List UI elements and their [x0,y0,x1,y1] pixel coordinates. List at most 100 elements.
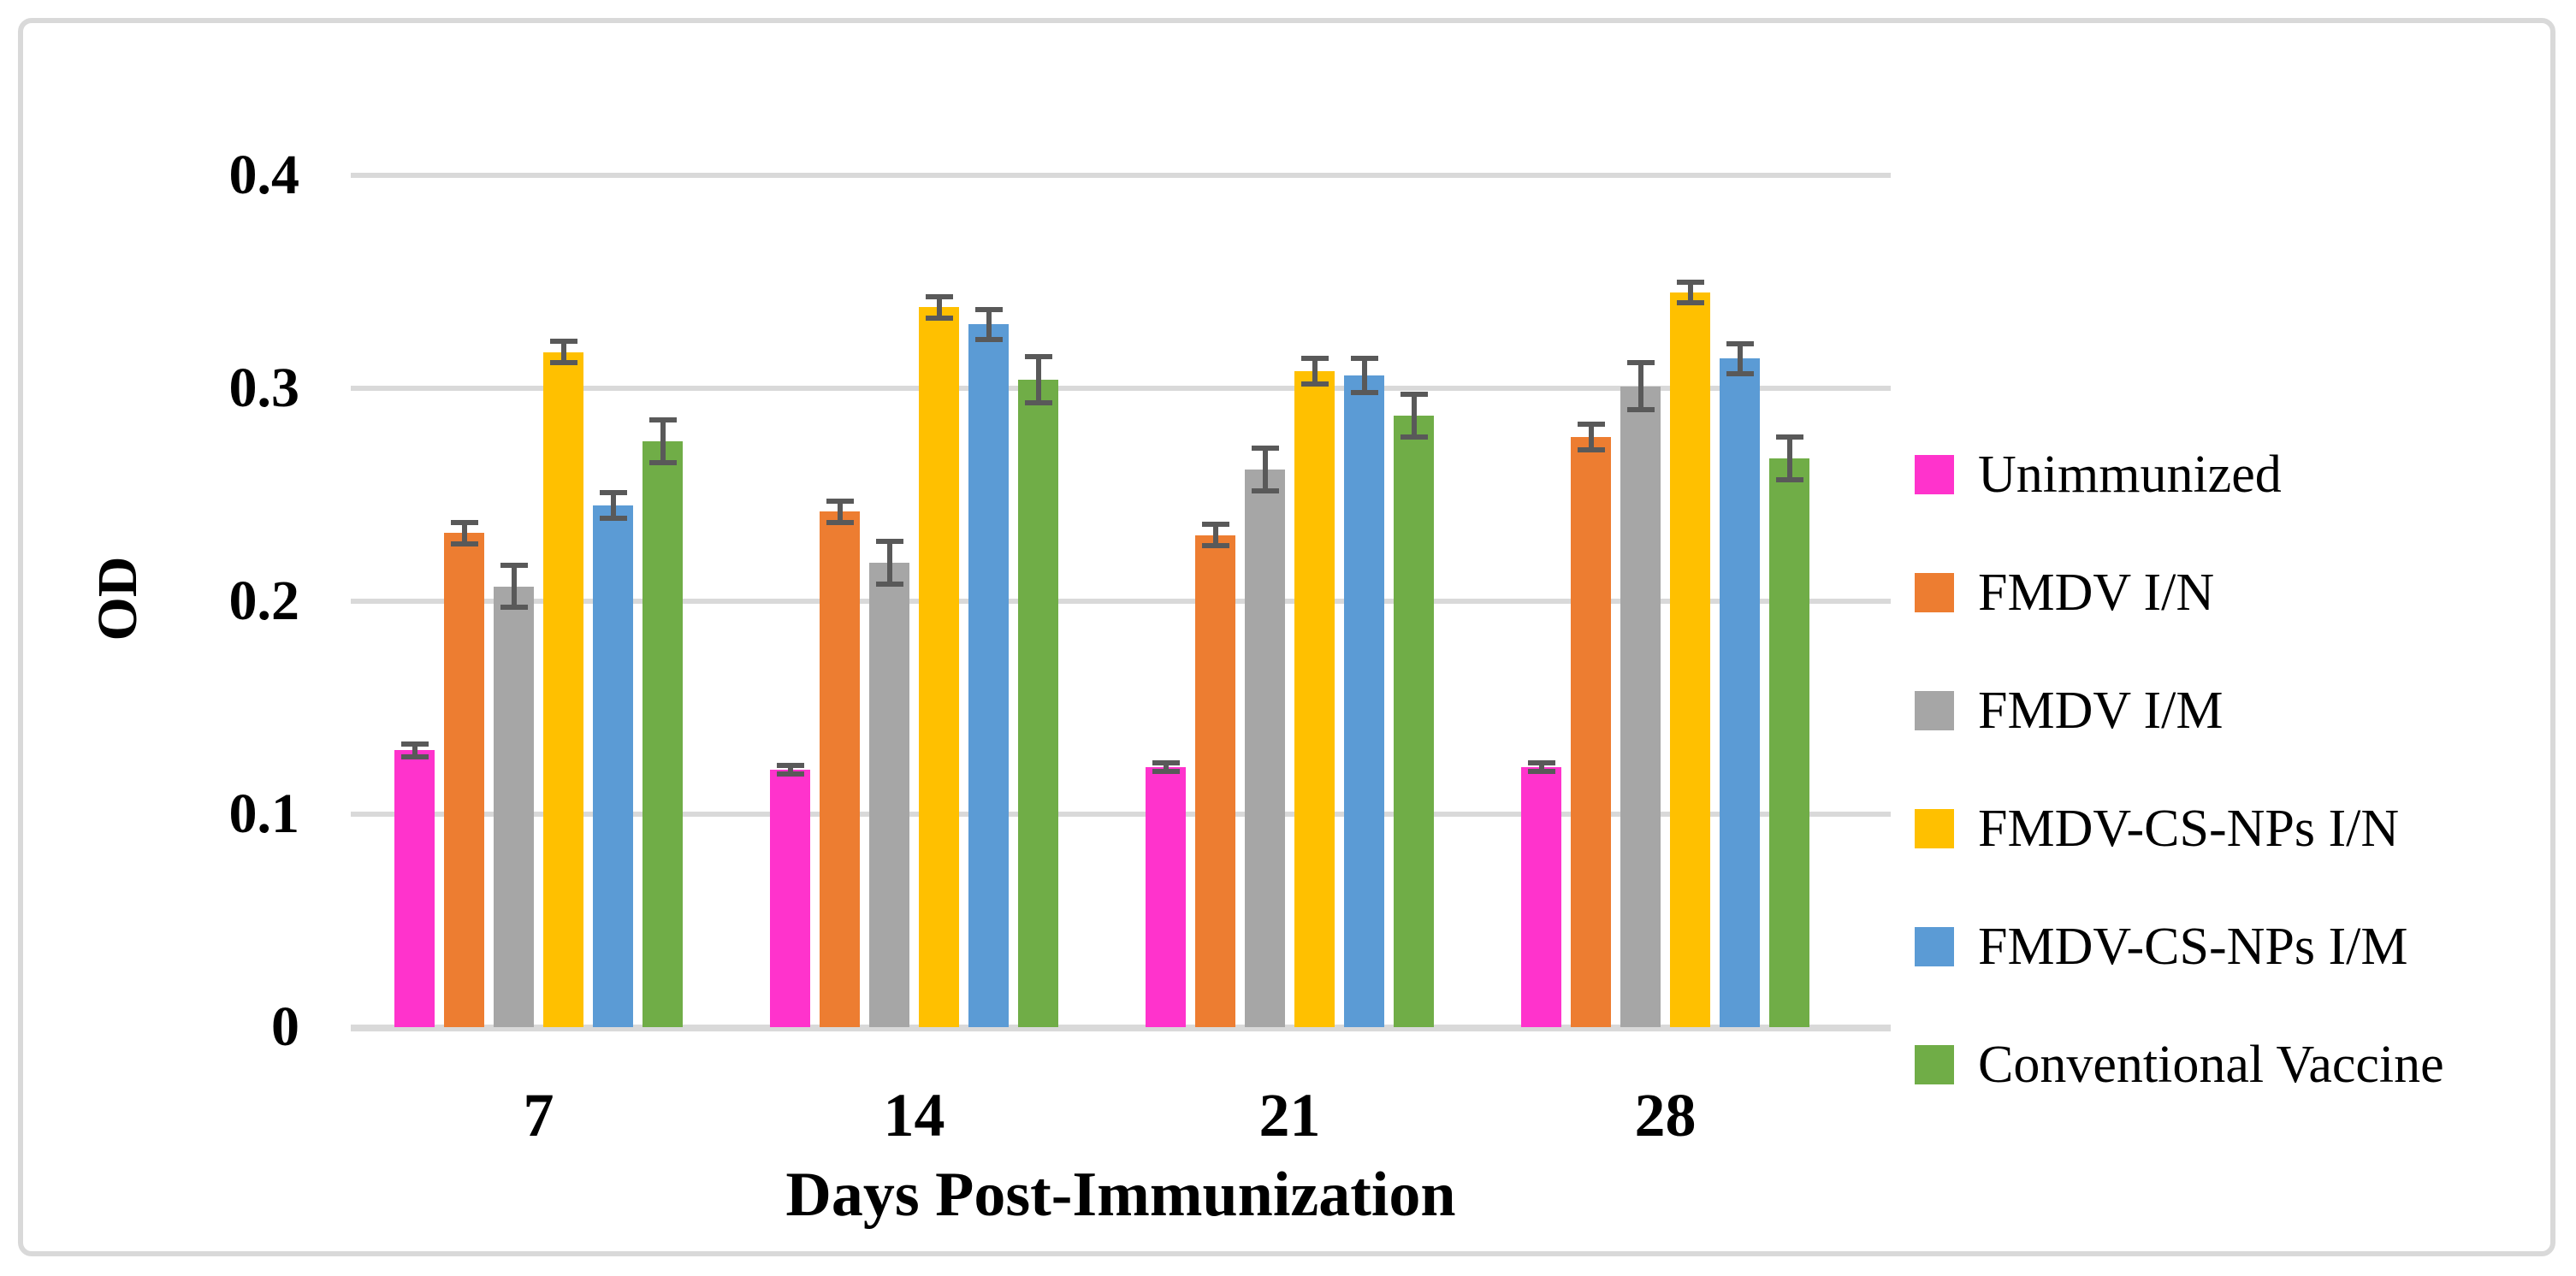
error-bar-cap [826,498,854,504]
legend-item: FMDV I/N [1915,566,2444,619]
legend-item: Unimmunized [1915,448,2444,501]
error-bar [1312,358,1318,384]
error-bar-cap [1300,381,1329,387]
error-bar [936,296,942,318]
error-bar-cap [925,315,953,321]
error-bar-cap [500,605,528,611]
error-bar-cap [826,519,854,525]
error-bar [1538,763,1544,772]
error-bar-cap [450,519,478,525]
legend-swatch [1915,1045,1954,1084]
error-bar [837,500,843,523]
error-bar [787,765,793,774]
error-bar-cap [1726,370,1754,376]
error-bar-cap [925,293,953,299]
legend-label: Conventional Vaccine [1978,1036,2444,1094]
y-tick-label: 0.3 [228,357,300,419]
legend-swatch [1915,455,1954,494]
error-bar-cap [1201,522,1229,528]
legend-item: FMDV-CS-NPs I/N [1915,802,2444,855]
bar [1521,767,1561,1027]
legend-item: FMDV I/M [1915,684,2444,737]
x-tick-label: 28 [1634,1081,1697,1149]
error-bar [1687,281,1693,304]
error-bar-cap [1775,477,1803,483]
legend-item: FMDV-CS-NPs I/M [1915,920,2444,973]
error-bar-cap [1350,389,1378,395]
error-bar-cap [549,339,577,345]
bar [543,351,583,1027]
error-bar-cap [648,460,677,466]
bar [444,533,484,1027]
error-bar-cap [1527,760,1555,766]
error-bar-cap [400,753,429,759]
bar [643,441,683,1027]
error-bar [986,309,992,340]
x-axis-title: Days Post-Immunization [785,1160,1456,1230]
error-bar [1035,356,1041,404]
bar [1146,767,1186,1027]
bar [1720,358,1760,1027]
error-bar [660,420,666,464]
error-bar-cap [1251,487,1279,493]
bar [770,769,810,1027]
bar [869,563,909,1027]
bar [1394,416,1434,1027]
error-bar-cap [1024,400,1052,406]
error-bar-cap [1626,360,1655,366]
bar [1670,292,1710,1027]
legend-label: Unimmunized [1978,446,2282,504]
error-bar [511,564,517,608]
plot-area: 7 14 21 28 [351,173,1891,1149]
y-tick-label: 0.1 [228,783,300,845]
legend-label: FMDV-CS-NPs I/N [1978,800,2400,858]
error-bar [1737,343,1743,374]
error-bar [610,493,616,518]
error-bar-cap [1400,434,1428,440]
bar [1018,380,1058,1027]
legend-swatch [1915,809,1954,848]
figure-border [18,18,2555,1256]
error-bar-cap [1350,356,1378,362]
error-bar-cap [599,490,627,495]
error-bar-cap [875,539,903,545]
error-bar-cap [1152,760,1180,766]
error-bar [1588,424,1594,451]
error-bar-cap [1676,279,1704,285]
bar [1620,386,1661,1027]
error-bar-cap [599,515,627,521]
x-axis-baseline [351,1025,1891,1031]
error-bar-cap [648,417,677,423]
error-bar-cap [1626,406,1655,412]
error-bar-cap [776,762,804,768]
error-bar-cap [1577,447,1605,453]
error-bar-cap [1251,445,1279,451]
error-bar-cap [1726,340,1754,346]
y-tick-label: 0 [271,995,299,1058]
bar-group [394,175,683,1027]
error-bar [1637,363,1643,410]
error-bar-cap [974,306,1003,312]
bar [1571,437,1611,1027]
error-bar [1163,763,1169,772]
legend-item: Conventional Vaccine [1915,1038,2444,1091]
error-bar-cap [1775,434,1803,440]
legend-swatch [1915,691,1954,730]
bar-group [770,175,1058,1027]
gridline [351,173,1891,178]
error-bar [1361,358,1367,393]
legend-swatch [1915,573,1954,612]
bar-group [1521,175,1809,1027]
bar [820,511,860,1027]
x-tick-label: 7 [523,1081,554,1149]
error-bar-cap [1300,356,1329,362]
bar [394,750,435,1027]
legend: Unimmunized FMDV I/N FMDV I/M FMDV-CS-NPs I… [1915,448,2444,1091]
bar [1769,458,1809,1027]
error-bar-cap [1400,392,1428,398]
legend-swatch [1915,927,1954,966]
legend-label: FMDV I/M [1978,682,2224,740]
gridline [351,386,1891,391]
error-bar-cap [549,360,577,366]
